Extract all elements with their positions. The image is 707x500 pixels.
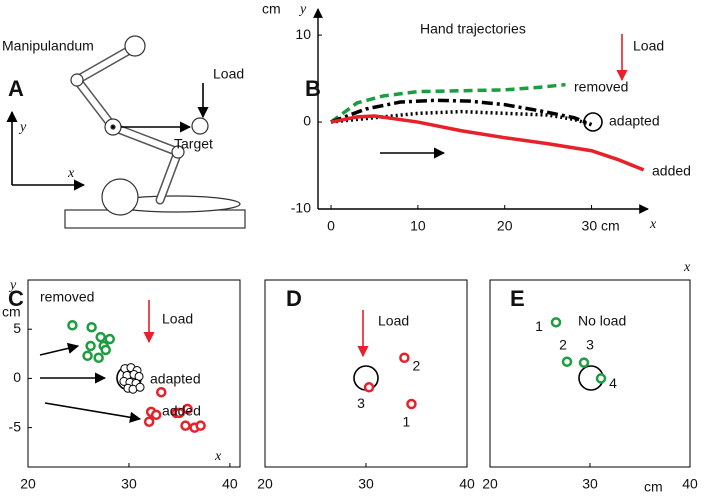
x-tick-label: 10 — [410, 218, 426, 234]
endpoint — [93, 352, 104, 364]
endpoint — [67, 320, 78, 331]
x-tick-label: 20 — [482, 476, 498, 492]
x-label: x — [214, 449, 222, 464]
yunit: cm — [2, 304, 21, 320]
x-tick-label: 40 — [459, 476, 475, 492]
target-label: Target — [174, 136, 213, 152]
endpoint — [180, 420, 191, 431]
panel-label: B — [305, 76, 321, 101]
x-tick-label: 30 — [582, 476, 598, 492]
panel-label: D — [286, 286, 302, 311]
y-label: y — [298, 2, 307, 17]
trajectory — [330, 98, 593, 127]
endpoint — [86, 321, 97, 333]
endpoint — [195, 420, 206, 431]
x-tick-label: 40 — [222, 476, 238, 492]
endpoint — [578, 357, 590, 368]
annotation: Load — [378, 313, 409, 329]
endpoint — [399, 352, 410, 364]
x-tick-label: 20 — [20, 476, 36, 492]
point-label: 2 — [559, 336, 567, 352]
point-label: 1 — [403, 414, 411, 430]
x-tick-label: 30 cm — [582, 218, 620, 234]
plot-frame — [27, 279, 241, 468]
endpoint — [104, 333, 116, 345]
y-tick-label: 0 — [13, 369, 21, 385]
load-label: Load — [213, 66, 244, 82]
annotation: Load — [162, 311, 193, 327]
endpoint — [595, 373, 607, 384]
series-label: added — [162, 403, 201, 419]
title: Hand trajectories — [420, 21, 526, 37]
manipulandum-diagram — [6, 35, 246, 229]
x-tick-label: 20 — [497, 218, 513, 234]
endpoint — [363, 382, 375, 393]
endpoint — [143, 416, 155, 427]
endpoint — [150, 409, 162, 421]
panel-label: C — [8, 286, 24, 311]
series-label: added — [652, 163, 691, 179]
panel-label: A — [8, 76, 24, 101]
series-label: removed — [574, 79, 628, 95]
y-tick-label: -10 — [291, 200, 311, 216]
xunit: cm — [644, 479, 663, 495]
point-label: 2 — [412, 357, 420, 373]
x-label: x — [649, 217, 657, 232]
endpoint — [174, 407, 185, 419]
trajectory — [330, 114, 645, 172]
axis-label: x — [67, 166, 75, 181]
series-label: removed — [40, 289, 94, 305]
x-tick-label: 0 — [327, 218, 335, 234]
endpoint — [550, 317, 562, 328]
point-label: 3 — [357, 395, 365, 411]
yunit: cm — [262, 1, 281, 17]
endpoint — [156, 386, 167, 398]
panel-label: E — [510, 286, 525, 311]
point-label: 1 — [535, 318, 543, 334]
series-label: adapted — [609, 113, 660, 129]
x-tick-label: 30 — [358, 476, 374, 492]
x-tick-label: 30 — [121, 476, 137, 492]
annotation: Load — [633, 38, 664, 54]
trajectory — [329, 82, 566, 124]
endpoint — [135, 382, 145, 392]
x-tick-label: 20 — [257, 476, 273, 492]
endpoint — [95, 331, 106, 343]
y-tick-label: 5 — [13, 320, 21, 336]
point-label: 3 — [586, 336, 594, 352]
series-label: adapted — [150, 371, 201, 387]
endpoint — [85, 340, 96, 352]
point-label: 4 — [609, 375, 617, 391]
y-tick-label: 10 — [295, 26, 311, 42]
x-label: x — [683, 260, 691, 275]
endpoint — [406, 398, 417, 410]
endpoint — [100, 344, 111, 356]
y-tick-label: 0 — [303, 113, 311, 129]
y-label: y — [8, 278, 17, 293]
endpoint — [82, 350, 93, 362]
axis-label: y — [18, 120, 27, 135]
diagram-title: Manipulandum — [2, 38, 94, 54]
endpoint — [182, 403, 193, 415]
y-tick-label: -5 — [9, 418, 22, 434]
annotation: No load — [578, 313, 626, 329]
endpoint — [561, 356, 573, 367]
x-tick-label: 40 — [682, 476, 698, 492]
